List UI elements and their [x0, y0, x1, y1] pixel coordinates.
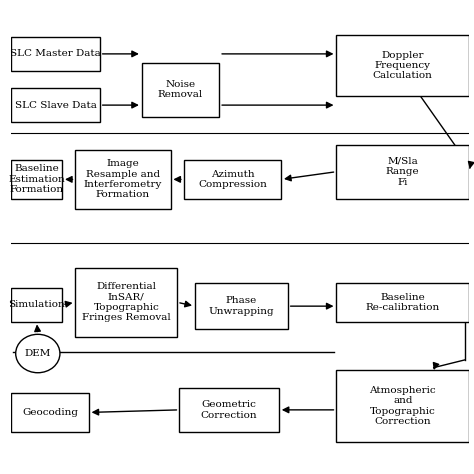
FancyBboxPatch shape — [11, 288, 62, 321]
Text: M/Sla
Range
Fi: M/Sla Range Fi — [386, 157, 419, 187]
FancyBboxPatch shape — [184, 160, 281, 199]
Text: Simulation: Simulation — [9, 301, 65, 310]
FancyBboxPatch shape — [11, 37, 100, 71]
Text: Geocoding: Geocoding — [22, 408, 78, 417]
FancyBboxPatch shape — [11, 160, 62, 199]
FancyBboxPatch shape — [337, 283, 469, 321]
Text: Differential
InSAR/
Topographic
Fringes Removal: Differential InSAR/ Topographic Fringes … — [82, 282, 171, 322]
Text: Geometric
Correction: Geometric Correction — [201, 400, 257, 419]
FancyBboxPatch shape — [337, 370, 469, 442]
FancyBboxPatch shape — [11, 89, 100, 122]
Ellipse shape — [16, 334, 60, 373]
FancyBboxPatch shape — [11, 393, 89, 432]
FancyBboxPatch shape — [75, 150, 171, 209]
Text: Noise
Removal: Noise Removal — [158, 80, 203, 100]
Text: SLC Slave Data: SLC Slave Data — [15, 100, 96, 109]
FancyBboxPatch shape — [179, 388, 279, 432]
Text: Phase
Unwrapping: Phase Unwrapping — [209, 296, 274, 316]
Text: Atmospheric
and
Topographic
Correction: Atmospheric and Topographic Correction — [369, 386, 436, 426]
FancyBboxPatch shape — [75, 268, 177, 337]
FancyBboxPatch shape — [337, 145, 469, 199]
Text: DEM: DEM — [25, 349, 51, 358]
Text: SLC Master Data: SLC Master Data — [10, 49, 101, 58]
Text: Azimuth
Compression: Azimuth Compression — [198, 170, 267, 189]
Text: Baseline
Re-calibration: Baseline Re-calibration — [365, 292, 440, 312]
Text: Baseline
Estimation
Formation: Baseline Estimation Formation — [9, 164, 65, 194]
FancyBboxPatch shape — [142, 63, 219, 117]
FancyBboxPatch shape — [337, 35, 469, 96]
FancyBboxPatch shape — [195, 283, 288, 329]
Text: Image
Resample and
Interferometry
Formation: Image Resample and Interferometry Format… — [84, 159, 162, 200]
Text: Doppler
Frequency
Calculation: Doppler Frequency Calculation — [373, 51, 433, 80]
